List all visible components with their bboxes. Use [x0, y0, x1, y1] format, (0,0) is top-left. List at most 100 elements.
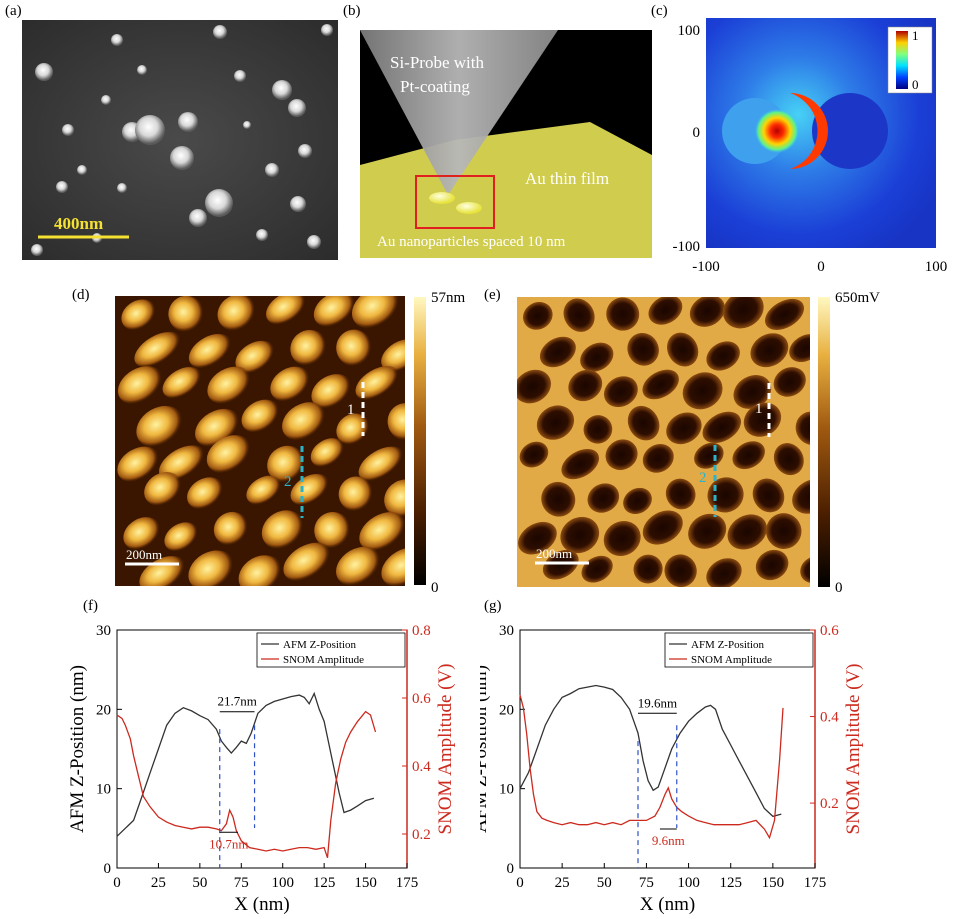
sem-particle — [62, 124, 74, 136]
snom-particle — [642, 510, 683, 545]
sem-particle — [265, 163, 279, 177]
y-tick-label: 0 — [507, 861, 515, 877]
legend-box — [664, 632, 814, 668]
snom-particle — [623, 487, 652, 515]
y-tick-label: 20 — [96, 702, 111, 718]
x-axis-label: X (nm) — [234, 894, 289, 915]
afm-particle — [241, 399, 281, 433]
field-xtick-2: 0 — [817, 259, 825, 275]
snom-particle — [664, 554, 697, 588]
sem-particle — [205, 189, 233, 217]
snom-cbar-max: 650mV — [835, 290, 880, 306]
snom-particle — [682, 372, 723, 410]
afm-particle — [336, 329, 373, 367]
snom-particle — [541, 481, 576, 517]
panel-b-label: (b) — [343, 3, 361, 19]
snom-colorbar — [818, 297, 830, 587]
afm-particle — [136, 405, 184, 448]
probe-label-line2: Pt-coating — [400, 77, 470, 96]
snom-cbar-min: 0 — [835, 580, 843, 596]
snom-particle — [518, 521, 557, 555]
x-tick-label: 125 — [719, 875, 742, 891]
chart-f: 0 25 50 75 100 125 150 175 0 10 20 30 0.2 0.4 0.6 0.8 X … — [67, 623, 456, 915]
width-label-snom: 10.7nm — [209, 836, 248, 851]
afm-particle — [187, 477, 225, 510]
width-label-afm: 21.7nm — [217, 694, 256, 709]
y-axis-label: AFM Z-Position (nm) — [67, 665, 88, 833]
afm-particle — [351, 286, 401, 329]
snom-particle — [642, 369, 679, 400]
y2-tick-label: 0.2 — [412, 827, 431, 843]
snom-image: 1 2 200nm — [513, 291, 832, 590]
snom-particle — [523, 301, 553, 330]
y-tick-label: 20 — [499, 702, 514, 718]
y2-tick-label: 0.4 — [820, 710, 839, 726]
y2-tick-label: 0.4 — [412, 759, 431, 775]
probe-label-line1: Si-Probe with — [390, 53, 484, 72]
snom-particle — [722, 291, 764, 329]
snom-particle — [627, 405, 660, 441]
sem-particle — [31, 244, 43, 256]
sem-scalebar-label: 400nm — [54, 214, 103, 233]
snom-particle — [606, 297, 640, 331]
width-label-snom: 9.6nm — [652, 833, 685, 848]
afm-particle — [336, 546, 382, 586]
sem-particle — [272, 80, 292, 100]
afm-particle — [123, 517, 162, 551]
snom-particle — [764, 298, 805, 331]
afm-particle — [213, 511, 250, 546]
afm-particle — [283, 542, 332, 582]
y-tick-label: 30 — [96, 623, 111, 639]
sem-particle — [178, 112, 198, 132]
snom-particle — [568, 369, 603, 402]
y2-axis-label: SNOM Amplitude (V) — [435, 664, 456, 835]
x-tick-label: 150 — [762, 875, 785, 891]
snom-particle — [733, 375, 772, 409]
field-xtick-3: 100 — [925, 259, 948, 275]
snom-particle — [603, 376, 638, 408]
x-tick-label: 75 — [234, 875, 249, 891]
sem-particle — [111, 34, 123, 46]
x-tick-label: 25 — [151, 875, 166, 891]
afm-particle — [246, 475, 282, 505]
sem-particle — [56, 181, 68, 193]
afm-particle — [282, 402, 327, 441]
x-tick-label: 100 — [677, 875, 700, 891]
series-afm-line — [116, 691, 375, 837]
snom-line2-label: 2 — [699, 470, 707, 486]
panel-f-label: (f) — [83, 598, 98, 614]
x-tick-label: 150 — [354, 875, 377, 891]
snom-particle — [513, 369, 552, 404]
snom-scalebar-label: 200nm — [536, 546, 572, 561]
afm-colorbar — [414, 297, 426, 585]
snom-particle — [539, 336, 576, 368]
afm-particle — [311, 374, 352, 409]
afm-particle — [121, 299, 157, 331]
afm-particle — [117, 366, 164, 405]
y2-tick-label: 0.6 — [820, 623, 839, 639]
x-axis-label: X (nm) — [640, 894, 695, 915]
x-tick-label: 50 — [597, 875, 612, 891]
snom-particle — [727, 514, 767, 550]
series-afm-line — [519, 684, 782, 818]
sem-particle — [117, 183, 127, 193]
probe-schematic: Si-Probe with Pt-coating Au thin film Au… — [360, 30, 652, 258]
sem-particle — [288, 99, 306, 117]
np-label: Au nanoparticles spaced 10 nm — [377, 234, 566, 250]
nanoparticle-1 — [429, 192, 455, 204]
snom-particle — [666, 332, 699, 367]
afm-particle — [266, 291, 307, 325]
snom-particle — [542, 549, 579, 580]
legend-label: SNOM Amplitude — [283, 654, 364, 666]
sem-particle — [213, 25, 227, 39]
snom-particle — [773, 367, 806, 397]
afm-particle — [238, 555, 283, 595]
field-ytick-1: 100 — [678, 23, 701, 39]
panel-d-label: (d) — [72, 287, 90, 303]
legend-label: AFM Z-Position — [283, 639, 357, 651]
afm-particle — [235, 340, 276, 374]
nanoparticle-2 — [456, 202, 482, 214]
field-cbar-max: 1 — [912, 28, 919, 43]
snom-line1-label: 1 — [755, 401, 763, 417]
afm-particle — [134, 331, 182, 368]
